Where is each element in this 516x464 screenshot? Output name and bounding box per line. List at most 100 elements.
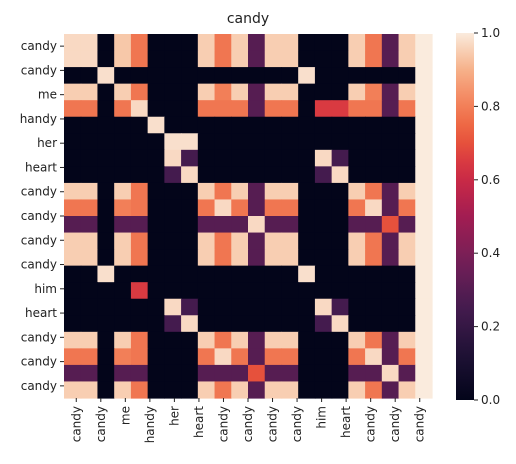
heatmap-cell — [381, 34, 400, 52]
heatmap-cell — [314, 216, 333, 234]
heatmap-cell — [365, 83, 383, 101]
heatmap-cell — [348, 50, 366, 68]
heatmap-cell — [164, 364, 182, 383]
heatmap-cell — [130, 182, 149, 201]
heatmap-cell — [264, 133, 283, 151]
heatmap-cell — [164, 249, 182, 267]
heatmap-cell — [80, 381, 99, 399]
heatmap-cell — [147, 232, 165, 250]
x-tick-label: candy — [388, 406, 402, 442]
heatmap-cell — [97, 298, 115, 316]
heatmap-cell — [331, 83, 349, 101]
heatmap-cell — [348, 149, 366, 167]
heatmap-cell — [214, 364, 232, 383]
heatmap-cell — [80, 315, 99, 333]
heatmap-cell — [264, 182, 283, 201]
heatmap-cell — [348, 249, 366, 267]
heatmap-cell — [197, 216, 216, 234]
heatmap-cell — [281, 83, 299, 101]
heatmap-cell — [130, 364, 149, 383]
heatmap-cell — [197, 182, 216, 201]
heatmap-cell — [281, 216, 299, 234]
heatmap-cell — [365, 315, 383, 333]
heatmap-cell — [147, 381, 165, 399]
heatmap-cell — [214, 133, 232, 151]
heatmap-cell — [164, 50, 182, 68]
heatmap-cell — [114, 249, 132, 267]
heatmap-cell — [214, 116, 232, 134]
heatmap-cell — [64, 166, 82, 184]
heatmap-cell — [365, 133, 383, 151]
heatmap-cell — [298, 116, 316, 134]
y-tick-label: candy — [21, 63, 57, 77]
heatmap-cell — [381, 249, 400, 267]
heatmap-cell — [114, 315, 132, 333]
y-axis-ticks: candy candy me handy her heart candy candy candy… — [20, 39, 64, 393]
heatmap-cell — [314, 331, 333, 349]
heatmap-cell — [331, 199, 349, 217]
heatmap-cell — [264, 199, 283, 217]
heatmap-cell — [314, 232, 333, 250]
heatmap-cell — [130, 133, 149, 151]
heatmap-cell — [64, 67, 82, 85]
colorbar: 0.0 0.2 0.4 0.6 0.8 1.0 — [456, 26, 500, 407]
heatmap-cell — [164, 149, 182, 167]
heatmap-cell — [147, 265, 165, 283]
heatmap-cell — [264, 34, 283, 52]
heatmap-cell — [130, 216, 149, 234]
heatmap-cell — [314, 166, 333, 184]
heatmap-cell — [181, 315, 199, 333]
heatmap-cell — [381, 116, 400, 134]
heatmap-cell — [381, 133, 400, 151]
heatmap-cell — [181, 50, 199, 68]
heatmap-cell — [231, 83, 249, 101]
heatmap-cell — [147, 216, 165, 234]
heatmap-cell — [64, 381, 82, 399]
heatmap-cell — [314, 364, 333, 383]
heatmap-cell — [130, 116, 149, 134]
heatmap-cell — [97, 249, 115, 267]
y-tick-label: her — [37, 136, 57, 150]
heatmap-cell — [365, 50, 383, 68]
heatmap-cell — [314, 100, 333, 118]
heatmap-cell — [214, 199, 232, 217]
heatmap-cell — [214, 381, 232, 399]
heatmap-cell — [114, 282, 132, 300]
heatmap-cell — [348, 348, 366, 366]
heatmap-cell — [331, 232, 349, 250]
heatmap-cell — [348, 282, 366, 300]
heatmap-cell — [197, 331, 216, 349]
heatmap-cell — [181, 166, 199, 184]
heatmap-cell — [298, 348, 316, 366]
heatmap-cell — [231, 265, 249, 283]
heatmap-cell — [80, 83, 99, 101]
heatmap-cell — [147, 149, 165, 167]
heatmap-cell — [181, 265, 199, 283]
heatmap-cell — [214, 348, 232, 366]
heatmap-cell — [348, 34, 366, 52]
heatmap-cell — [348, 199, 366, 217]
heatmap-cell — [264, 331, 283, 349]
heatmap-cell — [147, 67, 165, 85]
heatmap-cell — [214, 249, 232, 267]
heatmap-cell — [264, 348, 283, 366]
heatmap-cell — [130, 381, 149, 399]
heatmap-cell — [331, 116, 349, 134]
y-tick-label: candy — [21, 258, 57, 272]
heatmap-cell — [181, 116, 199, 134]
heatmap-cell — [281, 331, 299, 349]
heatmap-cell — [348, 364, 366, 383]
heatmap-cell — [214, 216, 232, 234]
heatmap-cell — [248, 282, 266, 300]
heatmap-cell — [97, 34, 115, 52]
heatmap-cell — [130, 34, 149, 52]
heatmap-cell — [164, 216, 182, 234]
heatmap-cell — [197, 381, 216, 399]
heatmap-cell — [181, 298, 199, 316]
heatmap-cell — [181, 282, 199, 300]
heatmap-cell — [197, 364, 216, 383]
heatmap-cell — [97, 348, 115, 366]
colorbar-tick-label: 0.8 — [481, 99, 500, 113]
heatmap-cell — [80, 216, 99, 234]
heatmap-cell — [130, 315, 149, 333]
